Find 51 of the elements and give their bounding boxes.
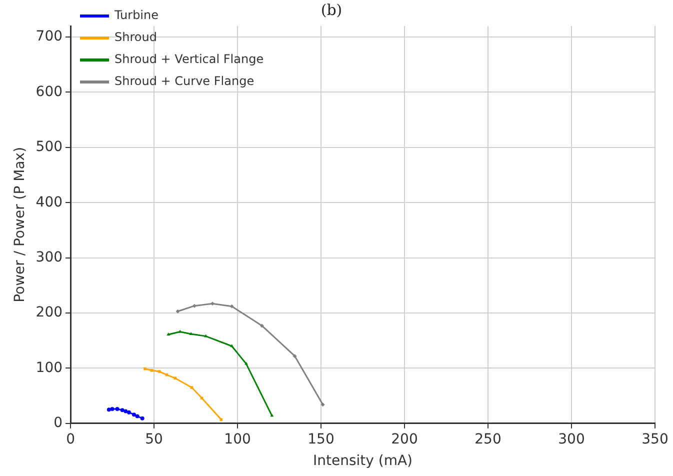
point [200,396,204,400]
point [292,354,297,358]
legend-label: Shroud [114,30,157,44]
point [210,302,214,306]
point [150,369,154,372]
y-tick-label: 700 [36,28,63,45]
point [126,410,131,414]
point [132,412,136,417]
point [166,332,170,336]
point [320,402,325,407]
x-tick-label: 50 [145,431,163,448]
legend-label: Turbine [114,8,159,22]
point [120,408,124,412]
x-tick-label: 250 [474,431,502,448]
y-tick-label: 200 [36,304,63,321]
point [110,407,114,412]
x-tick-label: 350 [642,431,668,448]
y-tick-label: 0 [54,415,63,432]
y-tick-label: 300 [36,249,63,266]
point [189,332,193,335]
point [124,409,128,414]
point [144,367,146,370]
point [135,414,140,418]
point [260,324,264,328]
point [230,304,234,308]
point [192,304,196,308]
point [220,418,223,421]
x-tick-label: 0 [66,431,75,448]
point [244,362,248,365]
point [106,408,111,412]
x-tick-label: 100 [224,431,251,448]
point [176,309,180,314]
x-tick-label: 300 [558,431,585,448]
x-tick-label: 150 [308,431,334,448]
x-axis-title: Intensity (mA) [312,453,413,470]
point [230,344,234,348]
point [174,376,176,380]
legend-label: Shroud + Vertical Flange [114,52,264,66]
y-tick-label: 100 [36,360,63,376]
point [115,407,120,412]
point [140,416,144,420]
legend-label: Shroud + Curve Flange [114,74,254,88]
point [158,370,161,373]
point [190,386,194,389]
y-tick-label: 500 [36,139,63,156]
chart-title: (b) [320,0,342,19]
y-tick-label: 600 [36,84,63,100]
y-axis-title: Power / Power (P Max) [12,146,28,302]
point [178,330,182,333]
x-tick-label: 200 [391,431,418,448]
y-tick-label: 400 [36,194,63,210]
